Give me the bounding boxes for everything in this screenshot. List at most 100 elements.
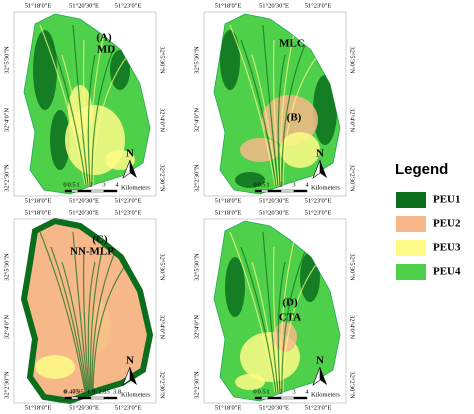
- legend-swatch: [396, 192, 426, 208]
- class-patch: [50, 110, 70, 170]
- class-patch: [280, 132, 320, 168]
- scale-label: 2: [279, 388, 282, 395]
- coord-label: 51°20'30"E: [69, 404, 99, 411]
- stream: [229, 24, 276, 186]
- scale-segment: [254, 189, 262, 193]
- coord-label: 32°2'30"N: [3, 371, 10, 399]
- coord-label: 32°5'30"N: [193, 46, 200, 74]
- map-frame: [203, 218, 347, 404]
- stream: [87, 261, 96, 393]
- legend-label: PEU1: [433, 194, 461, 206]
- coord-label: 32°4'0"N: [193, 315, 200, 339]
- stream: [50, 246, 87, 393]
- class-patch: [300, 252, 320, 302]
- legend-title: Legend: [395, 161, 448, 178]
- stream: [89, 24, 107, 186]
- scale-segment: [90, 396, 105, 400]
- coord-label: 32°2'30"N: [3, 164, 10, 192]
- coord-label: 32°4'0"N: [3, 108, 10, 132]
- coord-label: 51°23'0"E: [305, 209, 332, 216]
- scale-segment: [280, 189, 295, 193]
- stream: [272, 246, 280, 393]
- scale-label: 3: [292, 388, 295, 395]
- map-panel: 51°18'0"E 51°18'0"E 51°20'30"E 51°20'30"E 51…: [193, 2, 355, 204]
- stream: [61, 54, 88, 186]
- class-patch: [225, 257, 245, 317]
- stream: [251, 54, 278, 186]
- north-arrow: [320, 160, 327, 178]
- coord-label: 51°23'0"E: [305, 197, 332, 204]
- coord-label: 32°5'30"N: [3, 46, 10, 74]
- coord-label: 51°23'0"E: [305, 404, 332, 411]
- coord-label: 51°18'0"E: [215, 2, 242, 9]
- coord-label: 51°20'30"E: [69, 2, 99, 9]
- scale-unit: Kilometers: [311, 391, 340, 398]
- coord-label: 32°2'30"N: [349, 371, 356, 399]
- class-patch: [240, 138, 280, 162]
- stream: [281, 246, 308, 393]
- coord-label: 51°20'30"E: [259, 209, 289, 216]
- method-label: MLC: [279, 38, 305, 50]
- scale-label: 2: [89, 181, 92, 188]
- coord-label: 51°23'0"E: [115, 197, 142, 204]
- stream: [91, 39, 118, 186]
- class-patch: [220, 30, 240, 90]
- north-arrow: [312, 366, 321, 386]
- coord-label: 51°20'30"E: [259, 2, 289, 9]
- coord-label: 51°20'30"E: [69, 209, 99, 216]
- scale-segment: [267, 189, 282, 193]
- scale-label: 0.5: [257, 388, 265, 395]
- stream: [272, 39, 280, 186]
- scale-label: 3.8: [113, 388, 121, 395]
- coord-label: 32°4'0"N: [159, 315, 166, 339]
- legend-swatch: [396, 264, 426, 280]
- scale-label: 0: [253, 388, 256, 395]
- coord-label: 32°2'30"N: [159, 164, 166, 192]
- scale-segment: [64, 396, 72, 400]
- class-patch: [35, 355, 75, 379]
- scale-segment: [77, 189, 92, 193]
- north-label: N: [316, 148, 324, 160]
- stream: [92, 261, 129, 393]
- class-patch: [33, 30, 57, 110]
- class-patch: [105, 150, 135, 170]
- north-arrow: [130, 367, 137, 385]
- panel-label: (B): [287, 112, 302, 124]
- scale-label: 0.475: [64, 388, 79, 395]
- coord-label: 51°18'0"E: [25, 2, 52, 9]
- scale-label: 1.9: [87, 388, 95, 395]
- map-panel: 51°18'0"E 51°18'0"E 51°20'30"E 51°20'30"E 51…: [3, 2, 165, 204]
- coord-label: 51°23'0"E: [115, 209, 142, 216]
- method-label: MD: [97, 44, 115, 56]
- scale-label: 0: [63, 388, 66, 395]
- scale-segment: [103, 396, 118, 400]
- class-patch: [235, 172, 265, 188]
- scale-label: 1: [266, 181, 269, 188]
- map-panel: 51°18'0"E 51°18'0"E 51°20'30"E 51°20'30"E 51…: [3, 209, 165, 411]
- coord-label: 32°4'0"N: [349, 315, 356, 339]
- map-frame: [13, 11, 157, 197]
- stream: [277, 261, 286, 393]
- coord-label: 51°18'0"E: [215, 197, 242, 204]
- scale-label: 1: [266, 388, 269, 395]
- scale-label: 4: [305, 388, 309, 395]
- stream: [50, 39, 87, 186]
- coord-label: 32°5'30"N: [3, 253, 10, 281]
- stream: [277, 54, 286, 186]
- scale-segment: [267, 396, 282, 400]
- stream: [72, 24, 89, 186]
- class-patch: [235, 374, 265, 390]
- map-frame: [13, 218, 157, 404]
- scale-label: 1: [76, 181, 79, 188]
- scale-segment: [77, 396, 92, 400]
- scale-label: 3: [102, 181, 105, 188]
- coord-label: 51°23'0"E: [115, 2, 142, 9]
- north-label: N: [126, 355, 134, 367]
- stream: [262, 231, 279, 393]
- north-arrow: [130, 160, 137, 178]
- stream: [82, 39, 90, 186]
- scale-unit: Kilometers: [311, 184, 340, 191]
- scale-label: 4: [115, 181, 119, 188]
- panel-label: (D): [282, 297, 298, 309]
